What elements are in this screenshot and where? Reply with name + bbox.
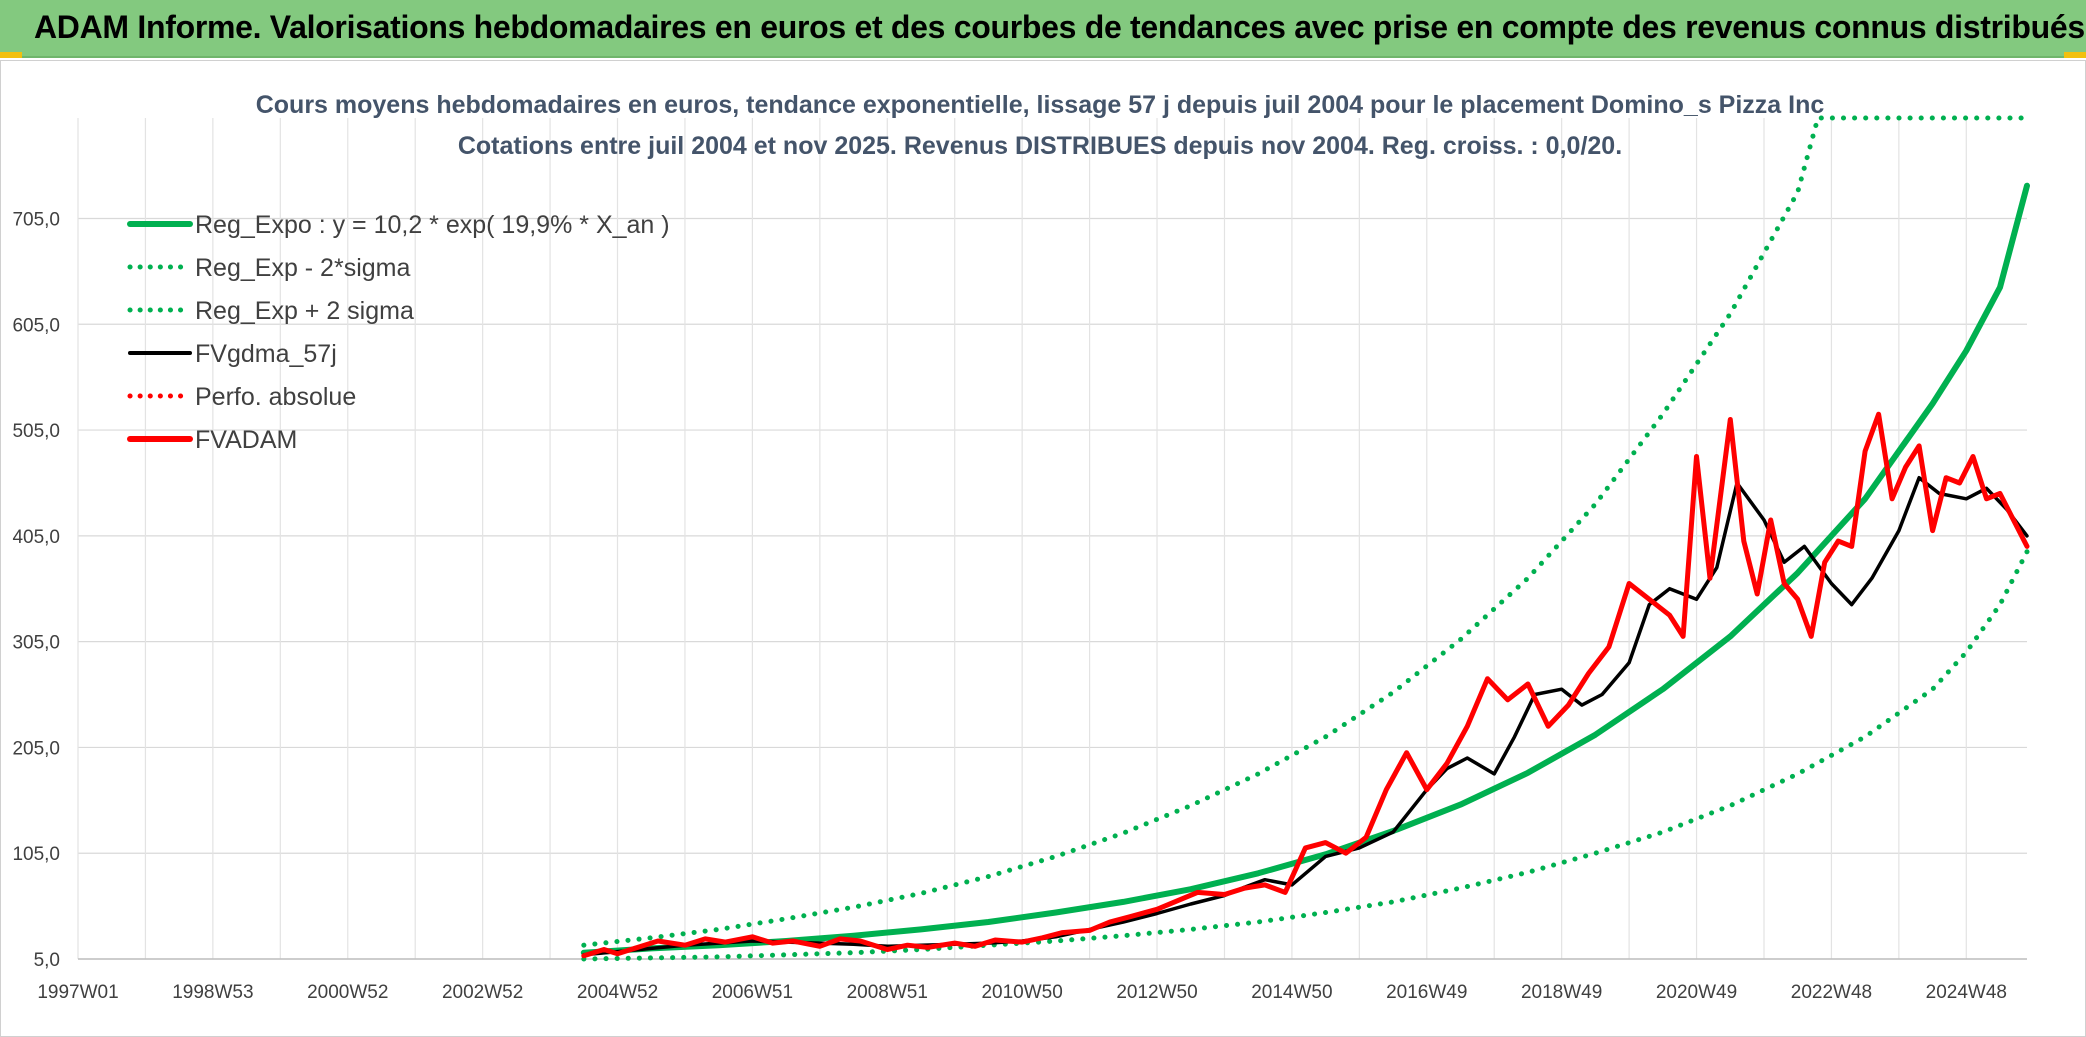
y-tick-label: 5,0 bbox=[34, 950, 60, 971]
series-line-fvadam bbox=[581, 411, 2030, 959]
y-tick-label: 205,0 bbox=[12, 738, 60, 759]
header-corner-left bbox=[0, 52, 22, 58]
legend-label: FVADAM bbox=[195, 426, 297, 454]
series-line-reg-exp-2-sigma bbox=[581, 549, 2030, 962]
legend-label: FVgdma_57j bbox=[195, 340, 337, 368]
x-tick-label: 2000W52 bbox=[307, 982, 388, 1003]
x-tick-label: 2016W49 bbox=[1386, 982, 1467, 1003]
series-line-reg-exp-2-sigma bbox=[581, 115, 2030, 948]
header-corner-right bbox=[2064, 52, 2086, 58]
x-tick-label: 1998W53 bbox=[172, 982, 253, 1003]
x-tick-label: 2002W52 bbox=[442, 982, 523, 1003]
x-tick-label: 2012W50 bbox=[1116, 982, 1197, 1003]
report-title: ADAM Informe. Valorisations hebdomadaire… bbox=[34, 9, 2085, 45]
x-tick-label: 2006W51 bbox=[712, 982, 793, 1003]
legend-label: Reg_Exp + 2 sigma bbox=[195, 297, 414, 325]
series-line-fvgdma-57j bbox=[582, 475, 2029, 957]
x-tick-label: 2010W50 bbox=[981, 982, 1062, 1003]
legend-label: Reg_Expo : y = 10,2 * exp( 19,9% * X_an … bbox=[195, 211, 670, 239]
grid bbox=[77, 118, 2027, 960]
y-tick-label: 305,0 bbox=[12, 633, 60, 654]
y-tick-label: 705,0 bbox=[12, 209, 60, 230]
x-tick-label: 2008W51 bbox=[847, 982, 928, 1003]
x-tick-label: 2018W49 bbox=[1521, 982, 1602, 1003]
report-header: ADAM Informe. Valorisations hebdomadaire… bbox=[0, 0, 2086, 58]
legend-label: Perfo. absolue bbox=[195, 383, 356, 411]
chart-title-line1: Cours moyens hebdomadaires en euros, ten… bbox=[256, 91, 1825, 119]
y-tick-label: 505,0 bbox=[12, 421, 60, 442]
x-tick-label: 2004W52 bbox=[577, 982, 658, 1003]
series bbox=[580, 115, 2030, 962]
y-tick-label: 405,0 bbox=[12, 527, 60, 548]
legend-label: Reg_Exp - 2*sigma bbox=[195, 254, 410, 282]
x-tick-label: 2024W48 bbox=[1926, 982, 2007, 1003]
x-tick-label: 2014W50 bbox=[1251, 982, 1332, 1003]
x-tick-label: 2020W49 bbox=[1656, 982, 1737, 1003]
y-axis-ticks: 5,0 105,0 205,0 305,0 405,0 505,0 605,0 705,0 bbox=[12, 209, 60, 971]
y-tick-label: 605,0 bbox=[12, 315, 60, 336]
y-tick-label: 105,0 bbox=[12, 844, 60, 865]
x-tick-label: 2022W48 bbox=[1791, 982, 1872, 1003]
x-tick-label: 1997W01 bbox=[37, 982, 118, 1003]
chart-title-line2: Cotations entre juil 2004 et nov 2025. R… bbox=[458, 132, 1622, 160]
series-line-reg-expo bbox=[580, 182, 2030, 956]
x-axis-ticks: 1997W01 1998W53 2000W52 2002W52 2004W52 2006W… bbox=[37, 982, 2007, 1003]
legend: Reg_Expo : y = 10,2 * exp( 19,9% * X_an … bbox=[127, 211, 670, 454]
